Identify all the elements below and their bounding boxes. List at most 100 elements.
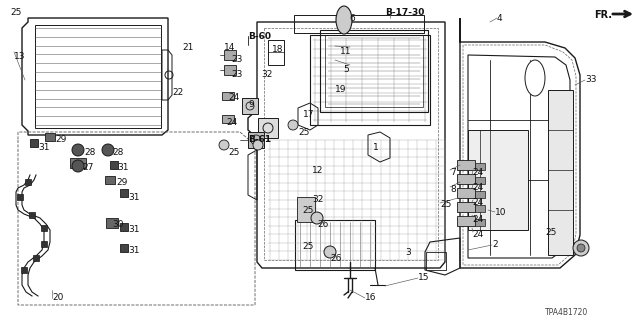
Bar xyxy=(295,220,375,270)
FancyBboxPatch shape xyxy=(29,212,35,218)
Text: TPA4B1720: TPA4B1720 xyxy=(545,308,588,317)
Text: 11: 11 xyxy=(340,47,351,56)
Text: 2: 2 xyxy=(492,240,498,249)
FancyBboxPatch shape xyxy=(33,255,39,261)
Bar xyxy=(457,160,475,170)
Circle shape xyxy=(311,212,323,224)
Text: 13: 13 xyxy=(14,52,26,61)
Text: 22: 22 xyxy=(172,88,183,97)
Ellipse shape xyxy=(525,60,545,96)
Bar xyxy=(457,202,475,212)
Text: 21: 21 xyxy=(182,43,193,52)
Bar xyxy=(268,40,284,65)
Bar xyxy=(475,191,485,198)
Circle shape xyxy=(573,240,589,256)
Text: 25: 25 xyxy=(302,206,314,215)
Bar xyxy=(457,174,475,184)
Text: FR.: FR. xyxy=(594,10,612,20)
Text: 24: 24 xyxy=(228,93,239,102)
Text: 26: 26 xyxy=(317,220,328,229)
FancyBboxPatch shape xyxy=(41,241,47,247)
Bar xyxy=(35,25,161,128)
Text: 25: 25 xyxy=(298,128,309,137)
Bar xyxy=(258,118,278,138)
Ellipse shape xyxy=(336,6,352,34)
Text: 10: 10 xyxy=(495,208,506,217)
Text: 26: 26 xyxy=(330,254,341,263)
Text: 31: 31 xyxy=(117,163,129,172)
Text: B-60: B-60 xyxy=(248,32,271,41)
Bar xyxy=(457,188,475,198)
Text: 23: 23 xyxy=(231,70,243,79)
Text: 24: 24 xyxy=(472,183,483,192)
Circle shape xyxy=(577,244,585,252)
Text: 24: 24 xyxy=(226,118,237,127)
Text: 28: 28 xyxy=(84,148,95,157)
Bar xyxy=(224,65,236,75)
Text: 33: 33 xyxy=(585,75,596,84)
Text: 31: 31 xyxy=(128,225,140,234)
Bar xyxy=(222,115,234,123)
Bar xyxy=(310,35,430,125)
Text: 15: 15 xyxy=(418,273,429,282)
Bar xyxy=(224,50,236,60)
Bar xyxy=(105,176,115,184)
Text: 20: 20 xyxy=(52,293,63,302)
Bar xyxy=(475,219,485,226)
FancyBboxPatch shape xyxy=(21,267,27,273)
Text: 3: 3 xyxy=(405,248,411,257)
Bar xyxy=(110,161,118,169)
Text: 29: 29 xyxy=(116,178,127,187)
Text: 16: 16 xyxy=(365,293,376,302)
Text: 31: 31 xyxy=(38,143,49,152)
Text: 24: 24 xyxy=(472,198,483,207)
Text: 32: 32 xyxy=(312,195,323,204)
FancyBboxPatch shape xyxy=(25,179,31,185)
Circle shape xyxy=(72,160,84,172)
Text: 25: 25 xyxy=(228,148,239,157)
Bar xyxy=(297,197,315,222)
Text: 1: 1 xyxy=(373,143,379,152)
Bar xyxy=(475,163,485,170)
Circle shape xyxy=(102,144,114,156)
Bar xyxy=(475,205,485,212)
Text: 8: 8 xyxy=(450,185,456,194)
Bar xyxy=(475,177,485,184)
Text: 25: 25 xyxy=(545,228,556,237)
Bar xyxy=(70,158,86,168)
Text: B-61: B-61 xyxy=(248,135,271,144)
Bar xyxy=(248,132,264,148)
Text: 7: 7 xyxy=(450,168,456,177)
Text: B-17-30: B-17-30 xyxy=(385,8,424,17)
Text: 23: 23 xyxy=(231,55,243,64)
Bar xyxy=(548,90,573,255)
Bar xyxy=(120,189,128,197)
Bar xyxy=(106,218,118,228)
Bar xyxy=(325,35,423,107)
Text: 18: 18 xyxy=(272,45,284,54)
Text: 25: 25 xyxy=(302,242,314,251)
Text: 27: 27 xyxy=(82,163,93,172)
Text: 17: 17 xyxy=(303,110,314,119)
Text: 12: 12 xyxy=(312,166,323,175)
Bar xyxy=(242,98,258,114)
Circle shape xyxy=(253,140,263,150)
Bar xyxy=(457,216,475,226)
Text: 30: 30 xyxy=(112,220,124,229)
Bar xyxy=(30,139,38,147)
FancyBboxPatch shape xyxy=(17,194,23,200)
Text: 5: 5 xyxy=(343,65,349,74)
Circle shape xyxy=(324,246,336,258)
Text: 25: 25 xyxy=(440,200,451,209)
Bar xyxy=(320,30,428,112)
Text: 14: 14 xyxy=(224,43,236,52)
Text: 9: 9 xyxy=(248,100,253,109)
Circle shape xyxy=(219,140,229,150)
Bar xyxy=(294,15,424,33)
Text: 24: 24 xyxy=(472,168,483,177)
Text: 25: 25 xyxy=(10,8,21,17)
Text: 31: 31 xyxy=(128,193,140,202)
Text: 19: 19 xyxy=(335,85,346,94)
Text: 29: 29 xyxy=(55,135,67,144)
Text: 31: 31 xyxy=(128,246,140,255)
